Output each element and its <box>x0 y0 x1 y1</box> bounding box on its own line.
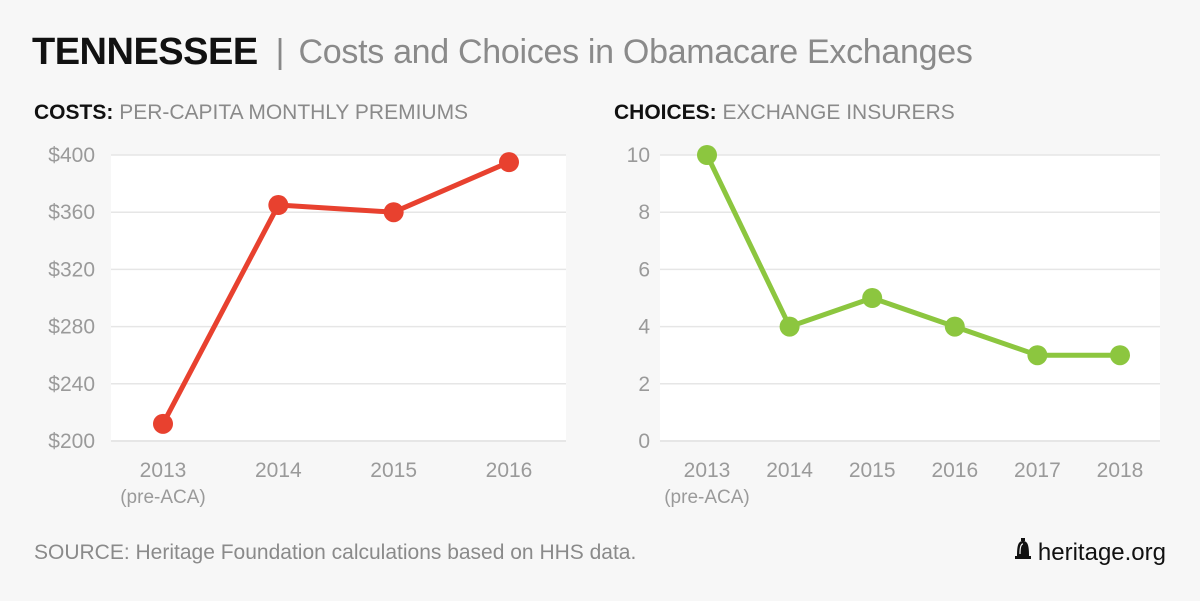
costs-y-tick-label: $400 <box>48 144 95 167</box>
costs-plot-area <box>111 155 566 441</box>
choices-x-tick-label: 2015 <box>849 459 896 482</box>
costs-panel-title: COSTS: PER-CAPITA MONTHLY PREMIUMS <box>34 101 468 125</box>
choices-data-point <box>1110 345 1130 366</box>
costs-x-tick-label: 2016 <box>486 459 533 482</box>
costs-data-point <box>153 413 173 434</box>
choices-data-point <box>862 288 883 308</box>
choices-y-tick-label: 0 <box>638 430 650 453</box>
choices-x-tick-label: 2017 <box>1014 459 1061 482</box>
choices-x-tick-label: 2013 <box>684 459 731 482</box>
choices-y-tick-label: 2 <box>638 373 650 396</box>
brand-logo[interactable]: heritage.org <box>1014 538 1166 567</box>
costs-data-point <box>383 202 404 223</box>
costs-y-tick-label: $280 <box>48 316 95 339</box>
choices-y-tick-label: 4 <box>638 316 650 339</box>
brand-text: heritage.org <box>1037 538 1166 566</box>
costs-data-point <box>499 152 519 173</box>
costs-x-tick-sublabel: (pre-ACA) <box>120 487 206 508</box>
title-subtitle: Costs and Choices in Obamacare Exchanges <box>298 32 973 71</box>
costs-y-tick-label: $360 <box>48 201 95 224</box>
costs-x-tick-label: 2015 <box>370 459 417 482</box>
source-note: SOURCE: Heritage Foundation calculations… <box>34 541 637 564</box>
choices-title-bold: CHOICES: <box>614 101 717 124</box>
choices-x-tick-label: 2016 <box>931 459 978 482</box>
costs-series-line <box>160 159 510 426</box>
choices-data-point <box>779 316 800 337</box>
title-separator: | <box>275 32 285 71</box>
choices-y-tick-label: 8 <box>638 201 650 224</box>
costs-x-tick-label: 2013 <box>140 459 187 482</box>
costs-y-tick-label: $240 <box>48 373 95 396</box>
costs-y-tick-label: $200 <box>48 430 95 453</box>
costs-x-tick-label: 2014 <box>255 459 302 482</box>
costs-data-point <box>268 195 289 216</box>
costs-title-bold: COSTS: <box>34 101 114 124</box>
choices-y-tick-label: 6 <box>638 258 650 281</box>
choices-series-line <box>704 153 1120 358</box>
choices-panel-title: CHOICES: EXCHANGE INSURERS <box>614 101 955 125</box>
choices-x-tick-sublabel: (pre-ACA) <box>664 487 750 508</box>
choices-data-point <box>944 316 965 337</box>
costs-title-text: PER-CAPITA MONTHLY PREMIUMS <box>119 101 469 124</box>
choices-data-point <box>697 145 717 165</box>
costs-y-tick-label: $320 <box>48 258 95 281</box>
chart-title: TENNESSEE | Costs and Choices in Obamaca… <box>32 26 973 78</box>
choices-plot-area <box>660 155 1160 441</box>
liberty-bell-icon <box>1014 538 1032 567</box>
choices-data-point <box>1027 345 1048 366</box>
choices-x-tick-label: 2014 <box>766 459 813 482</box>
choices-title-text: EXCHANGE INSURERS <box>722 101 955 124</box>
choices-y-tick-label: 10 <box>627 144 650 167</box>
choices-x-tick-label: 2018 <box>1097 459 1144 482</box>
title-state: TENNESSEE <box>32 30 258 73</box>
